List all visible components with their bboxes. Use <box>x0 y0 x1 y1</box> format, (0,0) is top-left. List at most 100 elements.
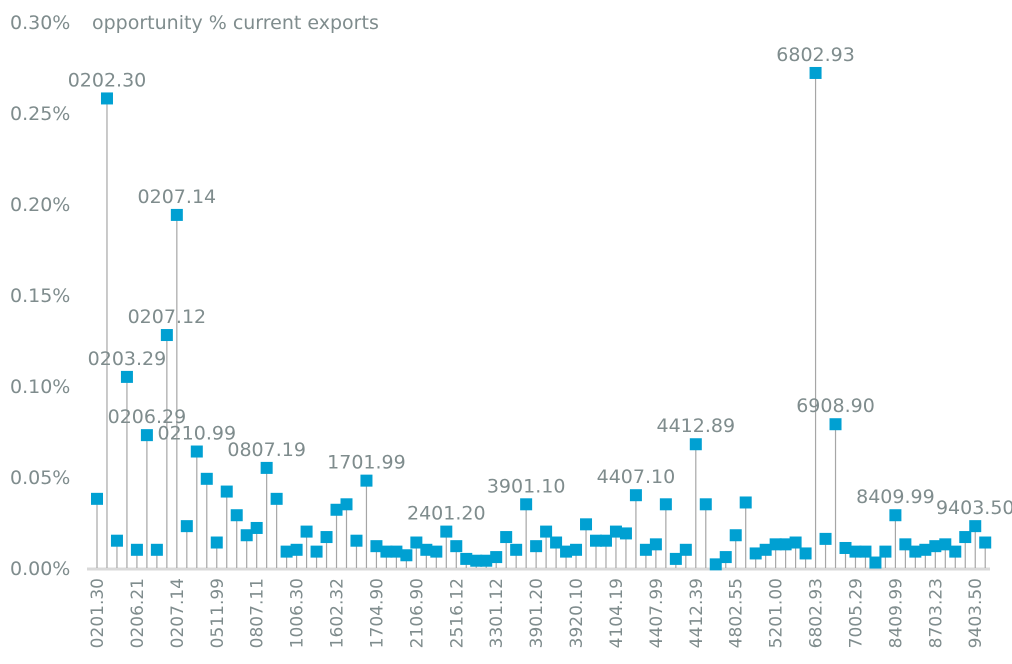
x-tick-label: 4412.39 <box>687 578 707 648</box>
data-point <box>679 543 692 556</box>
data-point <box>879 545 892 558</box>
y-tick-label: 0.05% <box>10 467 70 489</box>
y-tick-label: 0.20% <box>10 194 70 216</box>
data-point <box>859 545 872 558</box>
data-label: 6908.90 <box>796 395 875 417</box>
data-point <box>889 509 902 522</box>
data-label: 0203.29 <box>88 348 167 370</box>
x-tick-label: 3920.10 <box>567 578 587 648</box>
x-tick-label: 4104.19 <box>607 578 627 648</box>
x-tick-label: 1006.30 <box>288 578 308 648</box>
data-point <box>599 534 612 547</box>
data-point <box>709 558 722 571</box>
data-point <box>350 534 363 547</box>
data-point <box>400 549 413 562</box>
data-point <box>929 540 942 553</box>
data-point <box>749 547 762 560</box>
x-tick-label: 4407.99 <box>647 578 667 648</box>
data-point <box>390 545 403 558</box>
data-point <box>91 492 103 505</box>
markers <box>91 66 992 571</box>
data-point <box>420 543 433 556</box>
data-point <box>440 525 453 538</box>
data-point <box>570 543 583 556</box>
x-tick-label: 8409.99 <box>886 578 906 648</box>
data-point <box>869 556 882 569</box>
data-point <box>779 538 792 551</box>
data-point <box>829 418 842 431</box>
data-point <box>769 538 782 551</box>
data-point <box>639 543 652 556</box>
data-point <box>899 538 912 551</box>
x-tick-label: 3301.12 <box>487 578 507 648</box>
x-tick-label: 1704.90 <box>367 578 387 648</box>
data-point <box>200 472 213 485</box>
data-point <box>260 461 273 474</box>
x-tick-label: 0206.21 <box>128 578 148 648</box>
data-point <box>430 545 443 558</box>
data-point <box>320 531 333 544</box>
data-point <box>290 543 303 556</box>
data-point <box>120 370 133 383</box>
data-point <box>949 545 962 558</box>
data-label: 0206.29 <box>108 406 187 428</box>
x-tick-label: 2516.12 <box>447 578 467 648</box>
data-point <box>789 536 802 549</box>
data-point <box>669 552 682 565</box>
y-tick-label: 0.00% <box>10 558 70 580</box>
data-point <box>919 543 932 556</box>
data-point <box>939 538 952 551</box>
data-point <box>839 541 852 554</box>
x-tick-label: 7005.29 <box>846 578 866 648</box>
data-label: 3901.10 <box>487 475 566 497</box>
chart-title: opportunity % current exports <box>92 12 379 34</box>
y-tick-label: 0.10% <box>10 376 70 398</box>
data-point <box>979 536 992 549</box>
data-point <box>909 545 922 558</box>
data-point <box>360 474 373 487</box>
y-tick-label: 0.15% <box>10 285 70 307</box>
y-tick-label: 0.25% <box>10 103 70 125</box>
data-point <box>500 531 513 544</box>
data-point <box>110 534 123 547</box>
data-label: 0210.99 <box>158 423 237 445</box>
x-tick-label: 5201.00 <box>767 578 787 648</box>
x-tick-label: 9403.50 <box>966 578 986 648</box>
x-tick-label: 0807.11 <box>248 578 268 648</box>
data-point <box>719 551 732 564</box>
data-point <box>629 489 642 502</box>
data-point <box>190 445 203 458</box>
data-point <box>220 485 233 498</box>
data-point <box>470 554 483 567</box>
data-point <box>300 525 313 538</box>
x-tick-label: 1602.32 <box>328 578 348 648</box>
data-point <box>759 543 772 556</box>
x-tick-label: 8703.23 <box>926 578 946 648</box>
data-label: 4412.89 <box>657 415 736 437</box>
data-point <box>250 521 263 534</box>
x-tick-label: 3901.20 <box>527 578 547 648</box>
data-point <box>739 496 752 509</box>
data-point <box>150 543 163 556</box>
data-label: 0207.12 <box>128 306 207 328</box>
data-label: 1701.99 <box>327 452 406 474</box>
data-point <box>450 540 463 553</box>
data-label: 2401.20 <box>407 503 486 525</box>
data-point <box>330 503 343 516</box>
data-point <box>699 498 712 511</box>
data-label: 6802.93 <box>776 44 855 66</box>
x-tick-label: 2106.90 <box>407 578 427 648</box>
data-point <box>310 545 323 558</box>
data-point <box>540 525 553 538</box>
x-tick-label: 0207.14 <box>168 578 188 648</box>
data-point <box>130 543 143 556</box>
y-axis: 0.00% 0.05% 0.10% 0.15% 0.20% 0.25% 0.30% <box>10 12 70 580</box>
y-tick-label: 0.30% <box>10 12 70 34</box>
data-point <box>520 498 533 511</box>
data-point <box>370 540 383 553</box>
data-point <box>240 529 253 542</box>
data-point <box>659 498 672 511</box>
data-point <box>969 520 982 533</box>
data-point <box>140 429 153 442</box>
